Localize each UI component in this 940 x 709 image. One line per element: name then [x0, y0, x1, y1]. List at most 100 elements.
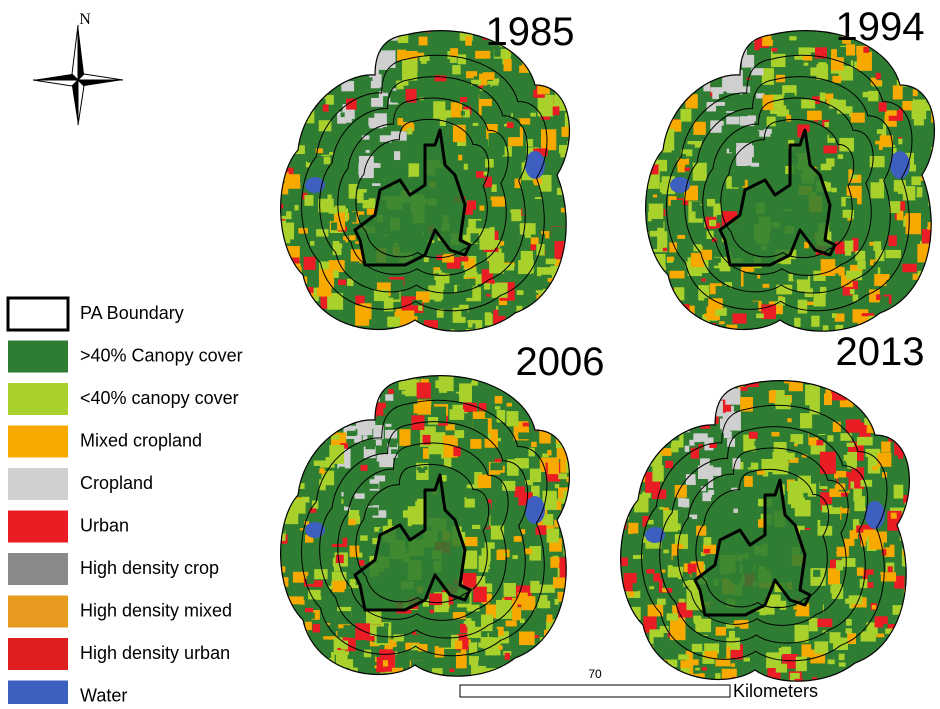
land-patch [409, 340, 418, 353]
land-patch [820, 512, 833, 526]
land-patch [333, 270, 338, 278]
land-patch [572, 645, 588, 662]
land-patch [917, 187, 923, 194]
land-patch [686, 474, 697, 485]
land-patch [473, 123, 479, 126]
land-patch [853, 158, 864, 168]
land-patch [508, 330, 514, 333]
land-patch [840, 387, 847, 394]
land-patch [751, 163, 759, 167]
land-patch [308, 590, 321, 600]
land-patch [633, 583, 640, 591]
land-patch [313, 337, 323, 347]
land-patch [312, 425, 327, 441]
land-patch [668, 31, 674, 39]
land-patch [918, 499, 922, 503]
land-patch [575, 178, 585, 192]
land-patch [852, 676, 859, 686]
land-patch [729, 148, 736, 152]
land-patch [461, 111, 465, 115]
land-patch [676, 73, 688, 86]
land-patch [323, 383, 338, 401]
land-patch [453, 82, 466, 91]
land-patch [612, 477, 626, 488]
land-patch [283, 411, 288, 416]
land-patch [569, 618, 584, 630]
land-patch [914, 599, 925, 608]
land-patch [383, 660, 388, 666]
land-patch [294, 205, 298, 210]
land-patch [465, 497, 475, 507]
land-patch [313, 580, 323, 587]
land-patch [562, 619, 566, 624]
land-patch [476, 220, 490, 228]
land-patch [653, 573, 660, 581]
land-patch [691, 572, 696, 577]
land-patch [469, 642, 477, 653]
land-patch [355, 493, 365, 498]
land-patch [620, 626, 624, 630]
land-patch [692, 659, 699, 665]
land-patch [567, 294, 579, 308]
land-patch [283, 86, 289, 92]
land-patch [840, 680, 856, 689]
legend-swatch [8, 681, 68, 705]
land-patch [842, 558, 855, 567]
land-patch [332, 572, 347, 581]
land-patch [450, 48, 458, 56]
land-patch [287, 267, 302, 282]
land-patch [795, 500, 811, 516]
land-patch [307, 576, 314, 584]
land-patch [685, 167, 690, 170]
land-patch [666, 93, 675, 102]
land-patch [919, 389, 935, 408]
land-patch [644, 263, 648, 268]
land-patch [276, 204, 283, 209]
land-patch [706, 379, 714, 386]
land-patch [702, 667, 707, 671]
land-patch [745, 301, 758, 315]
land-patch [274, 624, 289, 643]
land-patch [796, 251, 806, 260]
land-patch [577, 506, 582, 512]
land-patch [679, 336, 691, 349]
land-patch [636, 331, 652, 343]
land-patch [909, 513, 917, 519]
land-patch [886, 280, 901, 292]
land-patch [876, 73, 881, 79]
land-patch [271, 27, 276, 31]
land-patch [766, 31, 770, 34]
land-patch [617, 608, 631, 623]
land-patch [787, 442, 794, 449]
land-patch [647, 91, 655, 98]
land-patch [416, 624, 430, 634]
land-patch [644, 339, 658, 357]
land-patch [820, 343, 833, 352]
land-patch [270, 640, 281, 656]
land-patch [637, 433, 643, 438]
land-patch [933, 62, 940, 75]
land-patch [342, 248, 350, 259]
land-patch [828, 286, 840, 298]
land-patch [312, 62, 317, 66]
land-patch [313, 624, 321, 632]
land-patch [321, 393, 335, 400]
land-patch [348, 519, 356, 525]
land-patch [505, 454, 511, 460]
land-patch [889, 201, 900, 213]
land-patch [408, 491, 413, 494]
land-patch [298, 44, 303, 48]
land-patch [903, 321, 912, 330]
land-patch [731, 67, 736, 72]
land-patch [617, 416, 632, 427]
land-patch [909, 487, 922, 494]
land-patch [736, 143, 752, 166]
land-patch [540, 416, 553, 428]
land-patch [784, 309, 790, 317]
scale-unit: Kilometers [733, 681, 818, 701]
land-patch [276, 552, 284, 560]
land-patch [443, 685, 455, 702]
land-patch [833, 680, 843, 690]
land-patch [564, 577, 580, 594]
land-patch [568, 281, 579, 290]
